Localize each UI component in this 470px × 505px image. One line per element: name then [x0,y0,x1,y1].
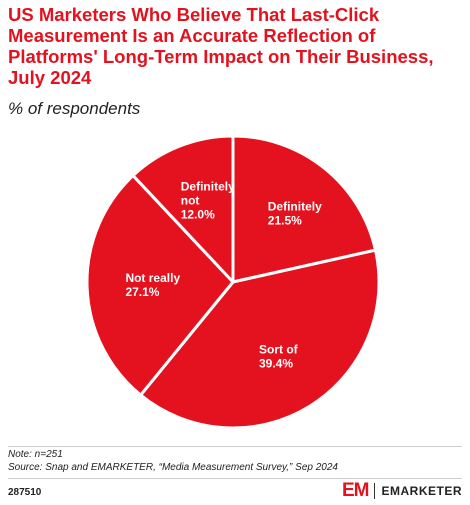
divider [8,446,462,447]
pie-chart: Definitely 21.5% Sort of 39.4% Not really 27.… [0,125,470,445]
pie-slice-definitely-not [131,134,235,284]
chart-id: 287510 [8,487,42,498]
slice-label-definitely: Definitely 21.5% [268,200,322,228]
pie-slice-definitely [231,134,377,284]
pie-slice-sort-of [139,248,381,430]
brand-separator [374,482,376,499]
slice-label-sort-of: Sort of 39.4% [259,343,299,371]
chart-source: Source: Snap and EMARKETER, “Media Measu… [8,462,338,473]
slice-label-definitely-not: Definitely not 12.0% [181,180,235,222]
chart-subtitle: % of respondents [8,99,141,118]
pie-slice-not-really [85,174,235,397]
brand-mark: EM [341,480,369,501]
chart-title: US Marketers Who Believe That Last-Click… [8,4,434,88]
pie-chart-svg: Definitely 21.5% Sort of 39.4% Not really 27.… [85,134,381,430]
chart-note: Note: n=251 [8,449,63,460]
slice-label-not-really: Not really 27.1% [125,271,180,299]
brand-logo: EM EMARKETER [342,481,462,500]
brand-name: EMARKETER [381,483,462,498]
divider [8,478,462,479]
